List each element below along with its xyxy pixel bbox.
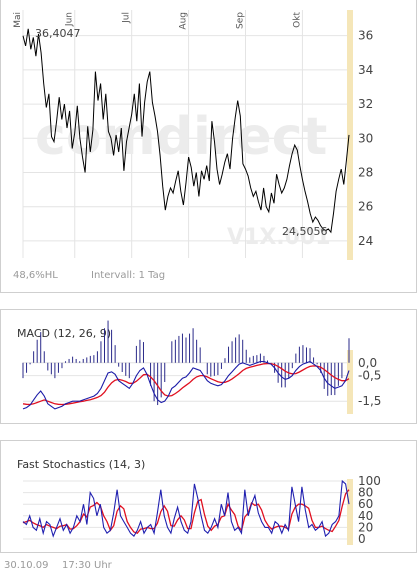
watermark-symbol: V1X.001	[227, 225, 331, 250]
price-month-label: Okt	[292, 12, 302, 28]
stochastics-y-tick: 40	[358, 509, 373, 523]
price-y-tick: 34	[358, 63, 373, 77]
stochastics-right-axis-band	[347, 479, 353, 545]
right-axis-band	[347, 10, 353, 260]
price-month-label: Aug	[179, 12, 189, 30]
macd-chart-svg: 0,0-0,5 -1,5	[22, 320, 381, 414]
stochastics-y-tick: 20	[358, 520, 373, 534]
stochastics-y-tick: 0	[358, 532, 366, 546]
stochastics-chart-panel: Fast Stochastics (14, 3) 100 80 60 40 20 0	[0, 440, 417, 553]
macd-y-tick: -0,5	[358, 369, 381, 383]
price-month-label: Jul	[122, 12, 132, 24]
price-y-tick: 26	[358, 200, 373, 214]
macd-signal-line	[22, 362, 350, 406]
price-month-label: Mai	[13, 12, 23, 28]
price-month-label: Jun	[65, 12, 75, 27]
stochastics-k-line	[22, 479, 350, 538]
price-series-line	[22, 28, 350, 234]
footer-date: 30.10.09	[4, 560, 49, 571]
price-y-tick: 32	[358, 97, 373, 111]
stochastics-y-tick: 60	[358, 497, 373, 511]
price-y-tick: 36	[358, 29, 373, 43]
price-y-tick: 24	[358, 234, 373, 248]
watermark-brand: comdirect	[35, 107, 327, 167]
macd-y-tick: 0,0	[358, 356, 377, 370]
stochastics-y-tick: 100	[358, 474, 381, 488]
stochastics-d-line	[22, 489, 350, 534]
percent-label: 48,6%HL	[13, 270, 58, 281]
price-y-tick: 28	[358, 165, 373, 179]
price-month-label: Sep	[236, 12, 246, 29]
interval-label: Intervall: 1 Tag	[91, 270, 166, 281]
macd-line	[22, 360, 350, 410]
stochastics-title: Fast Stochastics (14, 3)	[17, 458, 146, 471]
stochastics-y-tick: 80	[358, 486, 373, 500]
low-value-label: 24,5056	[282, 225, 328, 238]
high-value-label: 36,4047	[35, 27, 81, 40]
macd-right-axis-band	[347, 350, 353, 414]
macd-y-tick: -1,5	[358, 394, 381, 408]
price-y-tick: 30	[358, 131, 373, 145]
footer-time: 17:30 Uhr	[62, 560, 112, 571]
price-chart-panel: comdirect V1X.001 Mai Jun Jul Aug Sep Okt 36 3…	[0, 0, 417, 293]
price-chart-svg: comdirect V1X.001 Mai Jun Jul Aug Sep Okt 36 3…	[13, 10, 373, 260]
macd-chart-panel: MACD (12, 26, 9) 0,0 -0,5 -1,5	[0, 309, 417, 424]
